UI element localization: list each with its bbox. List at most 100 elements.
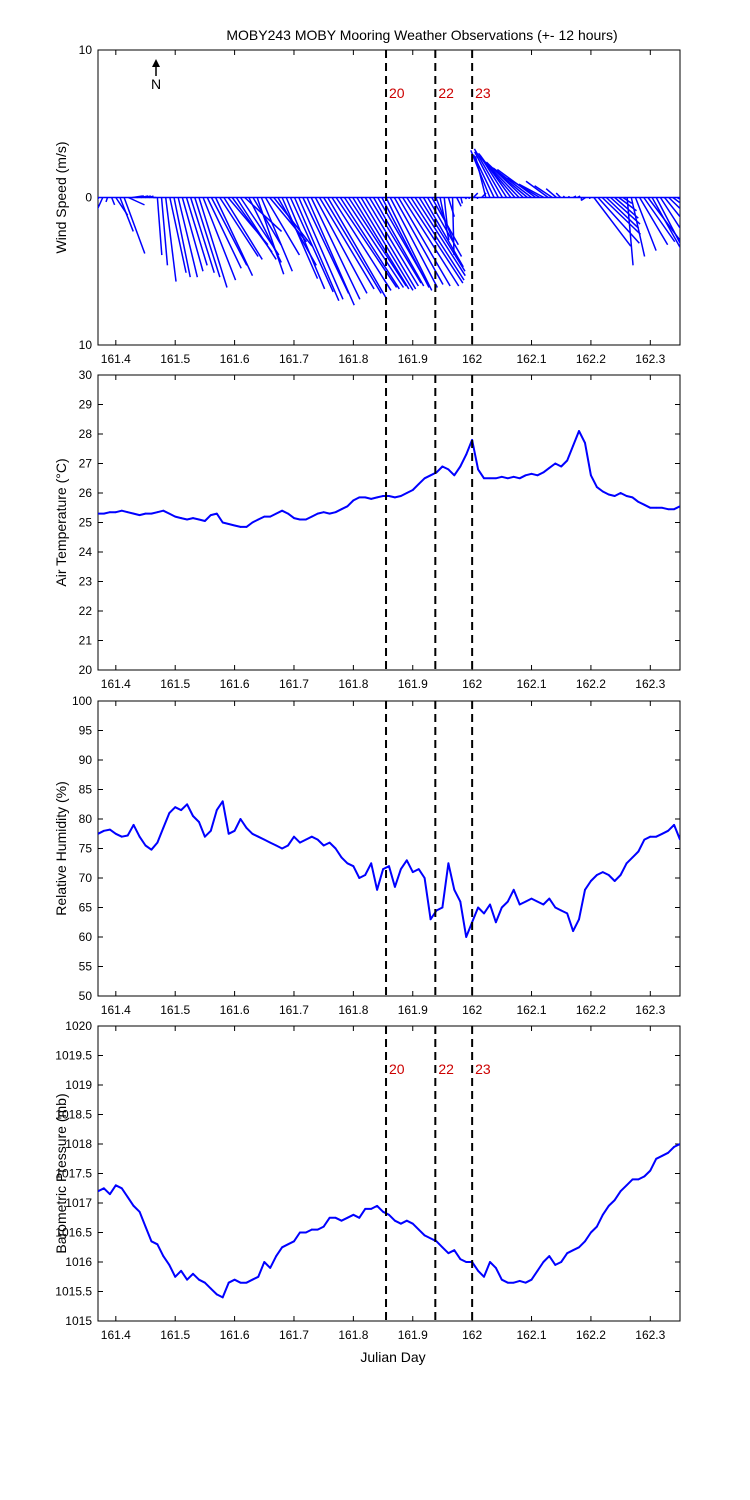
data-point [358,877,361,879]
data-point [554,906,557,909]
data-point [269,841,272,844]
data-point [542,903,545,906]
data-point [364,1208,367,1210]
data-point [637,850,640,853]
data-point [227,523,230,525]
y-tick-label: 70 [79,871,93,885]
data-point [512,1281,515,1284]
data-point [215,809,218,812]
event-label: 23 [475,1061,491,1077]
x-tick-label: 162.2 [576,1328,606,1342]
wind-vector [472,192,479,199]
data-point [399,495,402,497]
data-point [186,518,188,521]
data-point [417,483,420,486]
wind-vector [474,151,499,198]
wind-vector [605,196,640,230]
data-point [257,518,260,521]
x-tick-label: 162.1 [517,677,547,691]
wind-vector [264,197,301,256]
wind-vector [668,196,680,210]
data-point [138,1210,141,1213]
data-point [590,1231,592,1234]
data-point [494,477,497,480]
data-point [382,1210,384,1213]
data-point [643,503,646,506]
data-point [661,832,664,835]
series-relative-humidity [98,800,680,938]
data-point [548,1255,551,1257]
data-point [524,900,527,903]
wind-vector [483,160,520,199]
data-point [489,477,491,480]
y-tick-label: 1015.5 [55,1285,92,1299]
north-arrow: N [151,59,161,92]
data-point [601,490,604,493]
data-point [174,515,177,518]
data-point [429,1237,432,1240]
data-point [215,1293,218,1296]
data-point [417,1228,420,1231]
data-point [328,1216,331,1219]
x-tick-label: 161.4 [101,352,131,366]
wind-vector [402,197,460,287]
y-tick-label: 27 [79,457,93,471]
data-point [388,495,390,497]
data-point [411,1222,414,1225]
wind-vector [368,197,422,284]
data-point [150,1240,153,1243]
y-tick-label: 26 [79,486,93,500]
wind-vector [406,197,464,284]
data-point [186,803,188,806]
wind-vector [214,197,254,276]
data-point [221,800,224,803]
data-point [613,495,616,497]
y-tick-label: 23 [79,575,93,589]
x-tick-label: 161.8 [338,1328,368,1342]
data-point [399,1222,402,1225]
panel-relative-humidity: 161.4 161.5 161.6 161.7 161.8 161.9 162 162.1 16… [53,694,681,1017]
y-tick-label: 25 [79,516,93,530]
wind-vector [356,197,414,291]
data-point [322,844,325,847]
data-point [275,1255,278,1257]
data-point [512,888,515,891]
wind-vector [210,197,248,266]
data-point [376,888,379,891]
wind-vector [426,197,463,257]
x-tick-label: 161.7 [279,352,309,366]
data-point [126,511,129,514]
data-point [477,1269,479,1272]
data-point [269,1267,272,1269]
x-tick-label: 162.3 [635,1003,665,1017]
series-line [98,430,680,528]
x-tick-label: 162 [462,677,482,691]
wind-vector [202,197,237,281]
wind-vector [572,195,577,199]
data-point [281,847,284,850]
data-point [655,1157,658,1160]
panel-wind: 161.4 161.5 161.6 161.7 161.8 161.9 162 162.1 16… [53,43,681,366]
y-tick-label: 1017 [65,1196,92,1210]
data-point [233,524,236,527]
data-point [405,859,408,862]
y-tick-label: 1016.5 [55,1226,92,1240]
data-point [613,880,616,882]
data-point [465,1261,468,1263]
data-point [138,835,141,838]
x-tick-label: 161.6 [220,352,250,366]
data-point [203,835,206,838]
x-tick-label: 161.7 [279,1003,309,1017]
data-point [536,900,539,903]
x-tick-label: 162 [462,1003,482,1017]
data-point [477,468,479,471]
data-point [595,486,598,488]
data-point [637,500,640,503]
chart-title: MOBY243 MOBY Mooring Weather Observation… [226,27,617,43]
data-point [500,1278,503,1281]
data-point [429,474,432,477]
data-point [257,1275,260,1278]
wind-vector [98,197,104,210]
data-point [328,512,331,515]
wind-vector [194,197,221,278]
